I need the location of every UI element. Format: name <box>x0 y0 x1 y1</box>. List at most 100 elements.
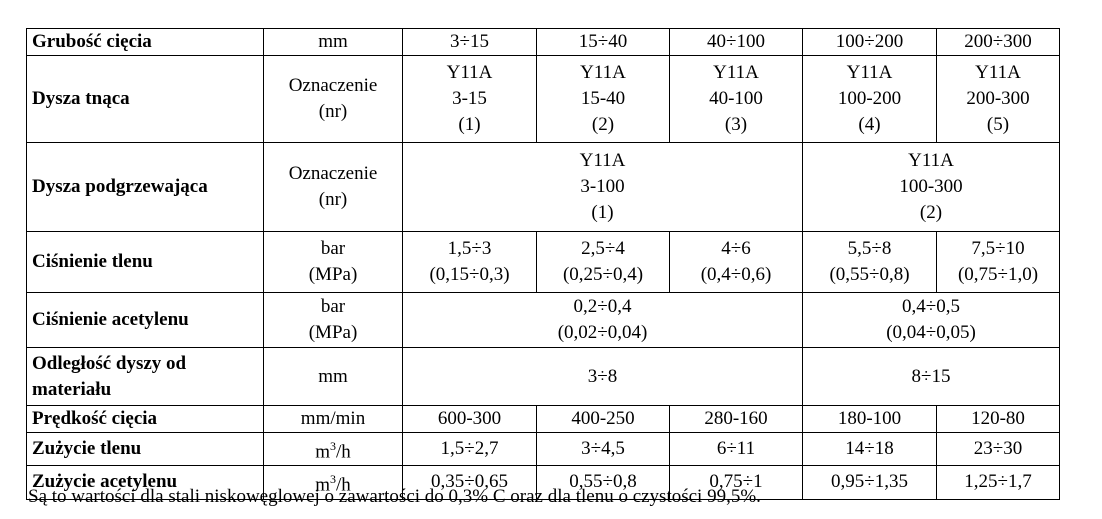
row-label: Dysza tnąca <box>26 55 264 143</box>
unit-line: bar <box>320 238 346 259</box>
value-line: (0,25÷0,4) <box>562 264 644 285</box>
table-row-preheat-nozzle: Dysza podgrzewająca Oznaczenie (nr) Y11A… <box>26 142 1060 232</box>
value-cell: Y11A 100-200 (4) <box>802 55 937 143</box>
unit-cell: m3/h <box>263 465 403 500</box>
value-cell: 0,95÷1,35 <box>802 465 937 500</box>
unit-cell: Oznaczenie (nr) <box>263 142 403 232</box>
value-cell: 5,5÷8 (0,55÷0,8) <box>802 231 937 293</box>
value-line: (0,02÷0,04) <box>557 322 648 343</box>
value-cell: 100÷200 <box>802 28 937 56</box>
value-line: (1) <box>458 114 481 135</box>
row-label: Grubość cięcia <box>26 28 264 56</box>
value-cell: 23÷30 <box>936 431 1060 467</box>
value-line: (3) <box>724 114 748 135</box>
row-label: Zużycie tlenu <box>26 431 264 467</box>
value-cell: 7,5÷10 (0,75÷1,0) <box>936 231 1060 293</box>
value-line: Y11A <box>446 62 493 83</box>
row-label-line: Odległość dyszy od <box>32 352 187 374</box>
value-cell: 14÷18 <box>802 431 937 467</box>
value-line: Y11A <box>975 62 1021 83</box>
cutting-parameters-table: Grubość cięcia mm 3÷15 15÷40 40÷100 100÷… <box>26 28 1060 500</box>
row-label: Odległość dyszy od materiału <box>26 347 264 406</box>
value-cell: 1,25÷1,7 <box>936 465 1060 500</box>
value-cell: 40÷100 <box>669 28 803 56</box>
table-row-oxygen-pressure: Ciśnienie tlenu bar (MPa) 1,5÷3 (0,15÷0,… <box>26 231 1060 293</box>
value-line: 100-300 <box>899 176 963 197</box>
value-line: 0,2÷0,4 <box>573 296 632 317</box>
value-line: Y11A <box>846 62 893 83</box>
value-cell: 1,5÷3 (0,15÷0,3) <box>402 231 537 293</box>
value-line: 4÷6 <box>721 238 751 259</box>
unit-line: (nr) <box>318 101 348 122</box>
value-cell-merged: Y11A 100-300 (2) <box>802 142 1060 232</box>
unit-cell: mm <box>263 28 403 56</box>
value-line: (0,55÷0,8) <box>829 264 910 285</box>
value-line: 40-100 <box>709 88 763 109</box>
value-line: 2,5÷4 <box>581 238 625 259</box>
table-row-cutting-nozzle: Dysza tnąca Oznaczenie (nr) Y11A 3-15 (1… <box>26 55 1060 143</box>
value-line: 5,5÷8 <box>847 238 892 259</box>
row-label: Dysza podgrzewająca <box>26 142 264 232</box>
value-cell: 400-250 <box>536 405 670 433</box>
value-line: 3-15 <box>452 88 487 109</box>
value-line: Y11A <box>908 150 954 171</box>
value-cell: 180-100 <box>802 405 937 433</box>
unit-base: m <box>315 474 330 496</box>
table-row-acetylene-pressure: Ciśnienie acetylenu bar (MPa) 0,2÷0,4 (0… <box>26 292 1060 348</box>
unit-cell: mm/min <box>263 405 403 433</box>
row-label-line: materiału <box>32 378 112 400</box>
value-line: (2) <box>591 114 615 135</box>
value-line: (0,75÷1,0) <box>957 264 1039 285</box>
value-line: (4) <box>858 114 881 135</box>
unit-superscript: 3 <box>330 439 336 453</box>
value-line: 100-200 <box>837 88 902 109</box>
value-cell: 3÷4,5 <box>536 431 670 467</box>
value-line: (0,15÷0,3) <box>429 264 510 285</box>
value-line: 15-40 <box>580 88 626 109</box>
unit-tail: /h <box>336 441 351 463</box>
unit-line: Oznaczenie <box>288 75 378 96</box>
row-label: Ciśnienie tlenu <box>26 231 264 293</box>
row-label: Prędkość cięcia <box>26 405 264 433</box>
value-cell: 15÷40 <box>536 28 670 56</box>
value-cell: Y11A 15-40 (2) <box>536 55 670 143</box>
value-line: 200-300 <box>966 88 1030 109</box>
value-cell: 4÷6 (0,4÷0,6) <box>669 231 803 293</box>
value-line: 3-100 <box>580 176 625 197</box>
value-cell: 600-300 <box>402 405 537 433</box>
unit-cell: bar (MPa) <box>263 292 403 348</box>
unit-cell: bar (MPa) <box>263 231 403 293</box>
value-line: Y11A <box>579 150 626 171</box>
value-cell: 200÷300 <box>936 28 1060 56</box>
value-cell: 0,35÷0,65 <box>402 465 537 500</box>
value-cell: Y11A 40-100 (3) <box>669 55 803 143</box>
table-row-cutting-thickness: Grubość cięcia mm 3÷15 15÷40 40÷100 100÷… <box>26 28 1060 56</box>
value-cell: 1,5÷2,7 <box>402 431 537 467</box>
unit-line: (nr) <box>318 189 348 210</box>
value-cell-merged: 8÷15 <box>802 347 1060 406</box>
row-label: Zużycie acetylenu <box>26 465 264 500</box>
table-row-oxygen-consumption: Zużycie tlenu m3/h 1,5÷2,7 3÷4,5 6÷11 14… <box>26 431 1060 467</box>
unit-line: (MPa) <box>308 322 358 343</box>
value-line: 0,4÷0,5 <box>902 296 960 317</box>
row-label: Ciśnienie acetylenu <box>26 292 264 348</box>
value-cell: 3÷15 <box>402 28 537 56</box>
value-line: (0,04÷0,05) <box>886 322 976 343</box>
footnote: Są to wartości dla stali niskowęglowej o… <box>28 486 761 507</box>
value-line: (1) <box>591 202 614 223</box>
value-cell: 0,55÷0,8 <box>536 465 670 500</box>
value-line: 1,5÷3 <box>447 238 492 259</box>
value-line: Y11A <box>580 62 626 83</box>
value-cell-merged: 0,4÷0,5 (0,04÷0,05) <box>802 292 1060 348</box>
unit-cell: Oznaczenie (nr) <box>263 55 403 143</box>
unit-line: Oznaczenie <box>288 163 378 184</box>
value-cell: Y11A 200-300 (5) <box>936 55 1060 143</box>
unit-tail: /h <box>336 474 351 496</box>
value-cell: 0,75÷1 <box>669 465 803 500</box>
value-line: (5) <box>986 114 1010 135</box>
unit-superscript: 3 <box>330 472 336 487</box>
table-row-nozzle-distance: Odległość dyszy od materiału mm 3÷8 8÷15 <box>26 347 1060 406</box>
value-cell: 280-160 <box>669 405 803 433</box>
value-cell: 6÷11 <box>669 431 803 467</box>
unit-cell: mm <box>263 347 403 406</box>
